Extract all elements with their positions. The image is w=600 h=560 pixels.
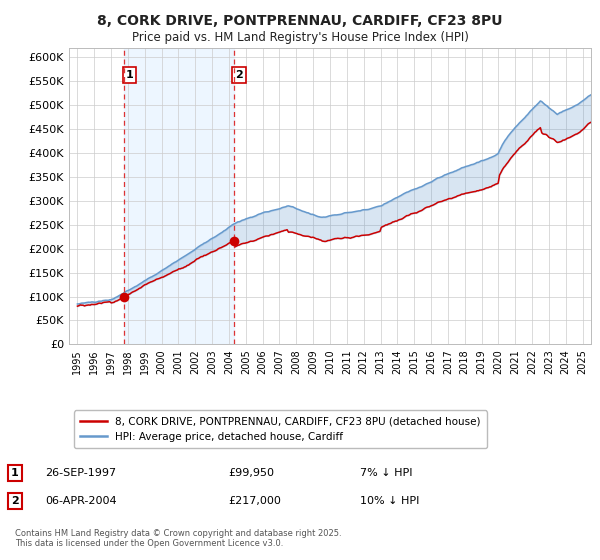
Text: 1: 1 xyxy=(11,468,19,478)
Text: 06-APR-2004: 06-APR-2004 xyxy=(45,496,116,506)
Text: 7% ↓ HPI: 7% ↓ HPI xyxy=(360,468,413,478)
Text: £217,000: £217,000 xyxy=(228,496,281,506)
Text: Contains HM Land Registry data © Crown copyright and database right 2025.
This d: Contains HM Land Registry data © Crown c… xyxy=(15,529,341,548)
Bar xyxy=(124,48,233,344)
Text: 1: 1 xyxy=(125,70,133,80)
Text: 26-SEP-1997: 26-SEP-1997 xyxy=(45,468,116,478)
Text: 8, CORK DRIVE, PONTPRENNAU, CARDIFF, CF23 8PU: 8, CORK DRIVE, PONTPRENNAU, CARDIFF, CF2… xyxy=(97,14,503,28)
Text: 2: 2 xyxy=(11,496,19,506)
Text: 2: 2 xyxy=(235,70,243,80)
Text: Price paid vs. HM Land Registry's House Price Index (HPI): Price paid vs. HM Land Registry's House … xyxy=(131,31,469,44)
Text: 10% ↓ HPI: 10% ↓ HPI xyxy=(360,496,419,506)
Legend: 8, CORK DRIVE, PONTPRENNAU, CARDIFF, CF23 8PU (detached house), HPI: Average pri: 8, CORK DRIVE, PONTPRENNAU, CARDIFF, CF2… xyxy=(74,410,487,448)
Text: £99,950: £99,950 xyxy=(228,468,274,478)
